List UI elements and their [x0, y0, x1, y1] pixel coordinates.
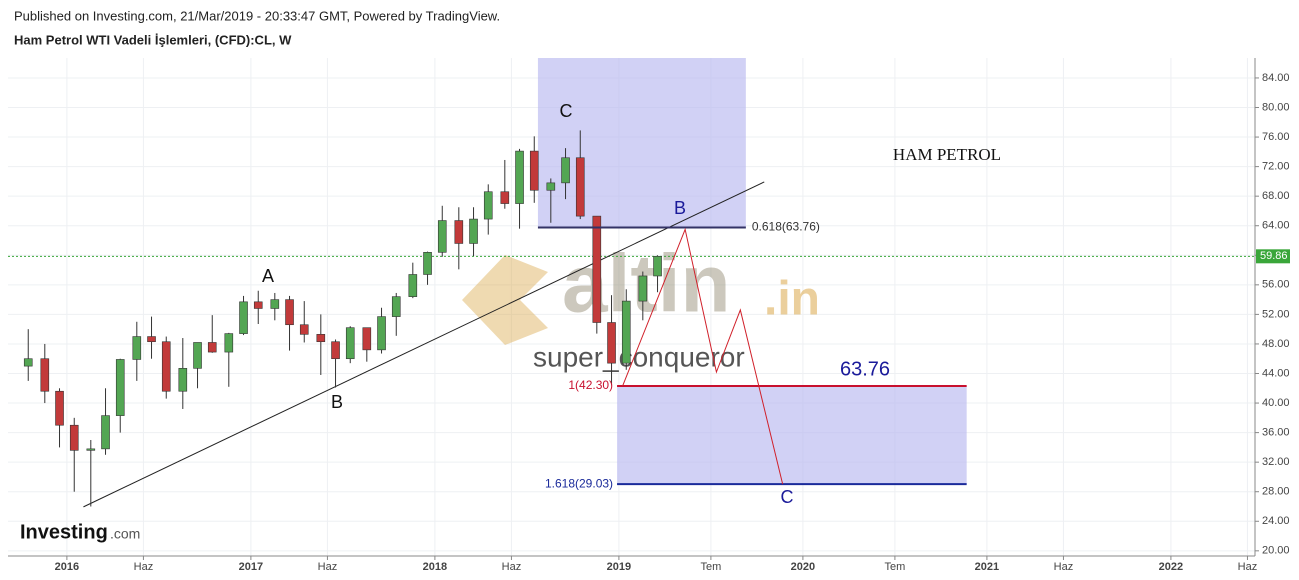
x-tick-label: 2022 [1159, 561, 1183, 573]
x-tick-label: Tem [701, 561, 722, 573]
logo-name: Investing [20, 521, 108, 543]
candle-body [546, 182, 556, 191]
candle-body [253, 301, 263, 309]
x-tick-label: Haz [1238, 561, 1258, 573]
candle-body [529, 150, 539, 191]
x-tick-label: 2017 [239, 561, 263, 573]
candle-body [161, 341, 171, 392]
candle-body [224, 333, 234, 353]
fib-zone [537, 58, 746, 228]
y-tick-label: 76.00 [1262, 131, 1290, 143]
last-price-label: 59.86 [1260, 250, 1288, 262]
fib-zone [617, 386, 967, 485]
candle-body [408, 274, 418, 297]
y-tick-label: 52.00 [1262, 308, 1290, 320]
candle-body [483, 191, 493, 220]
fib-label: 1.618(29.03) [545, 476, 613, 490]
x-tick-label: 2021 [975, 561, 999, 573]
fib-label: 0.618(63.76) [752, 220, 820, 234]
candle-body [40, 358, 50, 392]
candle-body [316, 334, 326, 343]
y-tick-label: 20.00 [1262, 545, 1290, 557]
x-tick-label: Haz [134, 561, 154, 573]
candle-body [132, 336, 142, 360]
candle-body [331, 341, 340, 360]
x-tick-label: 2018 [423, 561, 447, 573]
candle-body [69, 424, 79, 451]
candle-body [207, 342, 217, 353]
candle-body [270, 299, 280, 309]
annotation: C [560, 101, 573, 121]
y-tick-label: 44.00 [1262, 367, 1290, 379]
watermark-logo [462, 255, 548, 345]
annotation: HAM PETROL [893, 145, 1001, 164]
candle-body [55, 390, 64, 426]
projection-line [622, 227, 784, 485]
candle-body [147, 336, 156, 343]
candle-body [423, 252, 432, 275]
x-tick-label: 2016 [55, 561, 79, 573]
candle-body [454, 220, 464, 244]
annotation: B [674, 198, 686, 218]
candle-body [299, 324, 309, 335]
x-tick-label: Tem [885, 561, 906, 573]
x-tick-label: 2019 [607, 561, 631, 573]
instrument-title: Ham Petrol WTI Vadeli İşlemleri, (CFD):C… [14, 32, 292, 47]
y-tick-label: 40.00 [1262, 397, 1290, 409]
candle-body [178, 368, 188, 392]
annotation: C [781, 487, 794, 507]
watermark-suffix: .in [764, 273, 820, 326]
candle-body [23, 358, 33, 367]
candle-body [561, 157, 570, 184]
published-note: Published on Investing.com, 21/Mar/2019 … [14, 8, 500, 23]
candle-body [575, 157, 585, 217]
candle-body [101, 415, 110, 450]
candle-body [115, 359, 125, 416]
candle-body [592, 215, 602, 323]
candle-body [239, 301, 248, 334]
x-tick-label: Haz [1054, 561, 1074, 573]
annotation: 63.76 [840, 358, 890, 380]
x-tick-label: Haz [318, 561, 338, 573]
candle-body [607, 322, 616, 364]
candle-body [362, 327, 372, 351]
y-tick-label: 64.00 [1262, 220, 1290, 232]
y-tick-label: 24.00 [1262, 515, 1290, 527]
candle-body [500, 191, 510, 204]
y-tick-label: 36.00 [1262, 427, 1290, 439]
y-tick-label: 32.00 [1262, 456, 1290, 468]
logo-suffix: .com [110, 526, 140, 542]
candle-body [515, 150, 524, 204]
y-tick-label: 84.00 [1262, 72, 1290, 84]
candle-body [437, 220, 447, 253]
y-tick-label: 28.00 [1262, 486, 1290, 498]
watermark: altin.in [462, 239, 820, 345]
candle-body [377, 316, 386, 351]
candle-body [638, 275, 648, 302]
last-price-box [1256, 249, 1290, 264]
trendline [83, 181, 765, 508]
y-tick-label: 80.00 [1262, 101, 1290, 113]
y-tick-label: 68.00 [1262, 190, 1290, 202]
candle-body [469, 218, 478, 244]
candle-body [86, 448, 96, 451]
y-tick-label: 72.00 [1262, 161, 1290, 173]
x-tick-label: Haz [502, 561, 522, 573]
candle-body [193, 342, 202, 369]
y-tick-label: 48.00 [1262, 338, 1290, 350]
candle-body [391, 296, 401, 317]
candle-body [345, 327, 355, 360]
x-tick-label: 2020 [791, 561, 815, 573]
annotation: A [262, 266, 274, 286]
y-tick-label: 56.00 [1262, 279, 1290, 291]
candle-body [285, 299, 294, 326]
candle-body [653, 256, 662, 277]
candle-body [621, 300, 631, 364]
annotation: B [331, 392, 343, 412]
fib-label: 1(42.30) [568, 378, 613, 392]
